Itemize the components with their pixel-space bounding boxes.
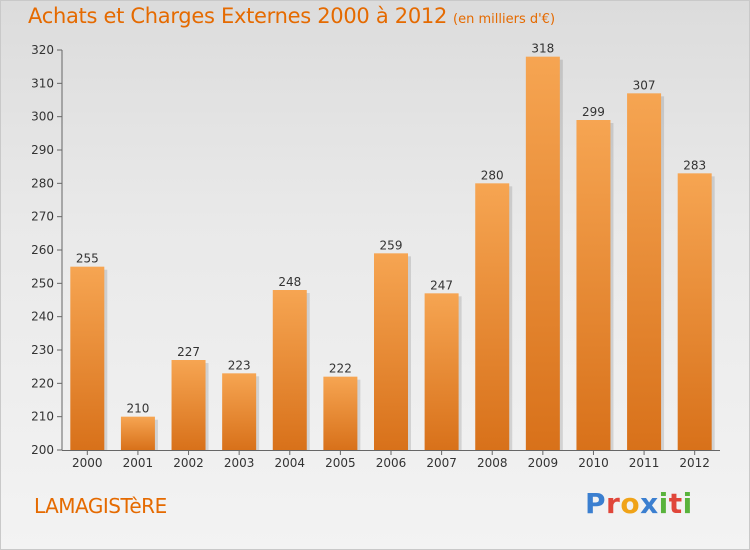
logo-letter: o bbox=[620, 487, 641, 520]
bar-2008 bbox=[475, 183, 510, 451]
x-tick-label-2009: 2009 bbox=[528, 456, 559, 470]
y-tick-label: 280 bbox=[31, 176, 54, 190]
logo-letter: i bbox=[682, 487, 693, 520]
logo-letter: P bbox=[585, 487, 607, 520]
value-label-2011: 307 bbox=[633, 78, 656, 92]
bar-2001 bbox=[120, 416, 155, 450]
value-label-2008: 280 bbox=[481, 168, 504, 182]
x-tick-label-2010: 2010 bbox=[578, 456, 609, 470]
value-label-2005: 222 bbox=[329, 362, 352, 376]
bar-2011 bbox=[627, 93, 662, 450]
y-tick-label: 240 bbox=[31, 310, 54, 324]
value-label-2002: 227 bbox=[177, 345, 200, 359]
value-label-2010: 299 bbox=[582, 105, 605, 119]
x-tick-label-2001: 2001 bbox=[123, 456, 154, 470]
y-tick-label: 270 bbox=[31, 210, 54, 224]
x-tick-label-2005: 2005 bbox=[325, 456, 356, 470]
value-label-2004: 248 bbox=[278, 275, 301, 289]
y-tick-label: 230 bbox=[31, 343, 54, 357]
value-label-2009: 318 bbox=[531, 42, 554, 56]
value-label-2006: 259 bbox=[380, 238, 403, 252]
bar-2005 bbox=[323, 376, 358, 450]
x-tick-label-2012: 2012 bbox=[679, 456, 710, 470]
commune-name: LAMAGISTèRE bbox=[34, 494, 167, 518]
x-tick-label-2002: 2002 bbox=[173, 456, 204, 470]
x-tick-label-2003: 2003 bbox=[224, 456, 255, 470]
value-label-2003: 223 bbox=[228, 358, 251, 372]
x-tick-label-2000: 2000 bbox=[72, 456, 103, 470]
bar-2004 bbox=[272, 290, 307, 450]
chart-labels: 255 2000 210 2001 227 2002 223 2003 248 2004 222 20… bbox=[72, 42, 710, 470]
value-label-2012: 283 bbox=[683, 158, 706, 172]
x-tick-label-2004: 2004 bbox=[274, 456, 305, 470]
chart-unit: (en milliers d'€) bbox=[453, 12, 556, 27]
y-tick-label: 320 bbox=[31, 43, 54, 57]
x-tick-label-2011: 2011 bbox=[629, 456, 660, 470]
chart-bars bbox=[70, 56, 715, 451]
y-tick-label: 290 bbox=[31, 143, 54, 157]
logo-letter: r bbox=[606, 487, 621, 520]
proxiti-logo: Proxiti bbox=[585, 487, 693, 520]
logo-letter: i bbox=[658, 487, 669, 520]
x-tick-label-2006: 2006 bbox=[376, 456, 407, 470]
bar-2002 bbox=[171, 360, 206, 450]
chart-axes: 200 210 220 230 240 250 260 270 280 290 300 310 320 bbox=[31, 43, 720, 457]
y-tick-label: 210 bbox=[31, 410, 54, 424]
value-label-2001: 210 bbox=[126, 402, 149, 416]
logo-letter: t bbox=[668, 487, 683, 520]
value-label-2000: 255 bbox=[76, 252, 99, 266]
bar-2009 bbox=[525, 56, 560, 451]
y-tick-label: 310 bbox=[31, 76, 54, 90]
chart-title-text: Achats et Charges Externes 2000 à 2012 bbox=[28, 4, 448, 28]
bar-2012 bbox=[677, 173, 712, 451]
bar-2010 bbox=[576, 120, 611, 450]
value-label-2007: 247 bbox=[430, 278, 453, 292]
chart-title: Achats et Charges Externes 2000 à 2012 (e… bbox=[28, 4, 555, 28]
logo-letter: x bbox=[640, 487, 659, 520]
bar-2003 bbox=[222, 373, 257, 450]
bar-2006 bbox=[374, 253, 408, 450]
x-tick-label-2008: 2008 bbox=[477, 456, 508, 470]
y-tick-label: 250 bbox=[31, 276, 54, 290]
bar-2007 bbox=[424, 293, 459, 450]
bar-2000 bbox=[70, 266, 105, 450]
y-tick-label: 200 bbox=[31, 443, 54, 457]
y-tick-label: 300 bbox=[31, 110, 54, 124]
x-tick-label-2007: 2007 bbox=[426, 456, 457, 470]
y-tick-label: 260 bbox=[31, 243, 54, 257]
y-tick-label: 220 bbox=[31, 376, 54, 390]
